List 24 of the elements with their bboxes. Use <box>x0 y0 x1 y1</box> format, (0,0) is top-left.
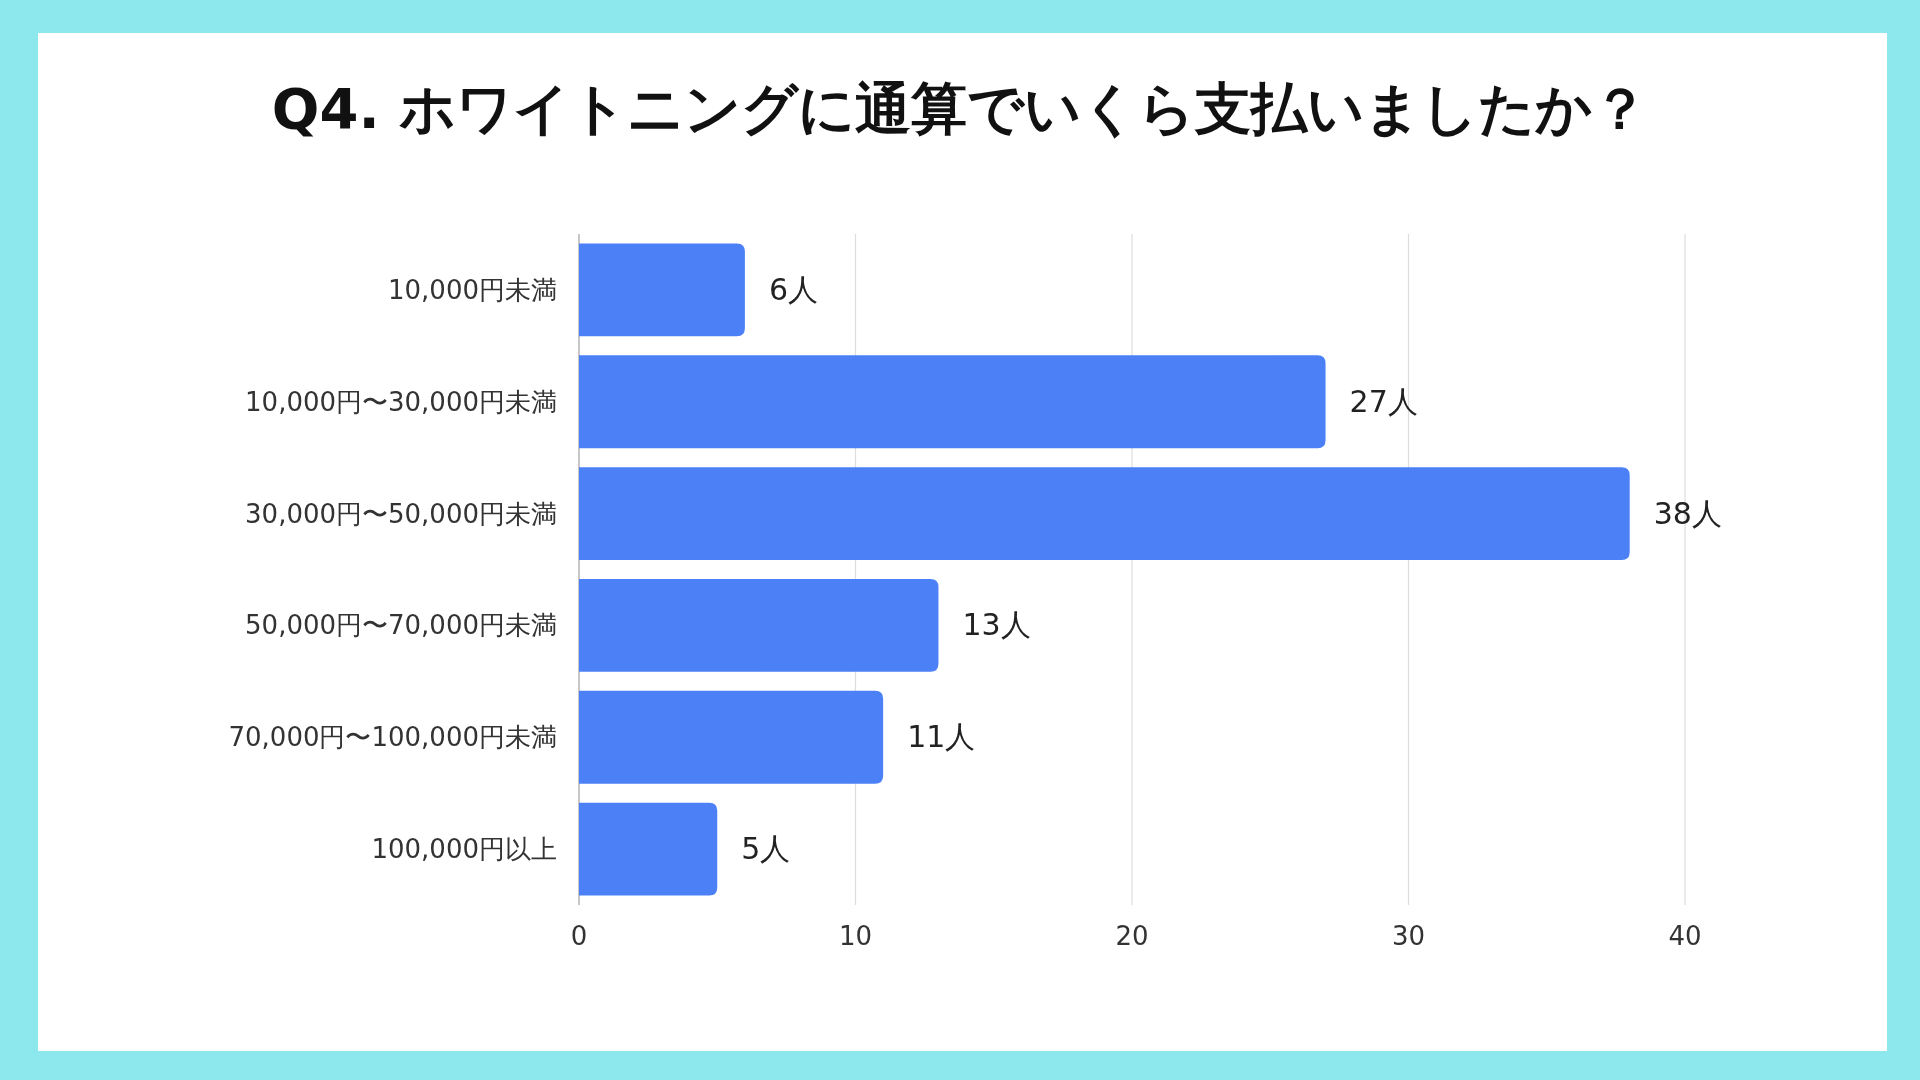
bar <box>579 802 718 896</box>
data-label: 5人 <box>741 831 791 867</box>
y-tick-label: 50,000円〜70,000円未満 <box>245 610 557 641</box>
data-label: 11人 <box>907 719 976 755</box>
x-tick-label: 30 <box>1391 921 1426 951</box>
x-tick-label: 0 <box>570 921 588 951</box>
bar <box>579 355 1326 449</box>
chart-title: Q4. ホワイトニングに通算でいくら支払いましたか？ <box>271 76 1649 141</box>
y-tick-label: 30,000円〜50,000円未満 <box>245 498 557 529</box>
x-tick-label: 40 <box>1668 921 1702 951</box>
data-label: 27人 <box>1349 383 1418 419</box>
data-label: 6人 <box>768 271 818 307</box>
y-tick-label: 10,000円〜30,000円未満 <box>245 386 557 417</box>
bar <box>579 243 745 337</box>
bar <box>579 579 939 672</box>
data-label: 13人 <box>962 607 1031 643</box>
x-tick-label: 20 <box>1115 921 1149 951</box>
x-tick-label: 10 <box>838 921 873 951</box>
bar <box>579 467 1630 560</box>
y-tick-label: 70,000円〜100,000円未満 <box>228 722 557 753</box>
y-tick-label: 100,000円以上 <box>371 834 557 865</box>
y-tick-label: 10,000円未満 <box>388 274 557 305</box>
data-label: 38人 <box>1653 495 1722 531</box>
bar <box>579 690 884 784</box>
